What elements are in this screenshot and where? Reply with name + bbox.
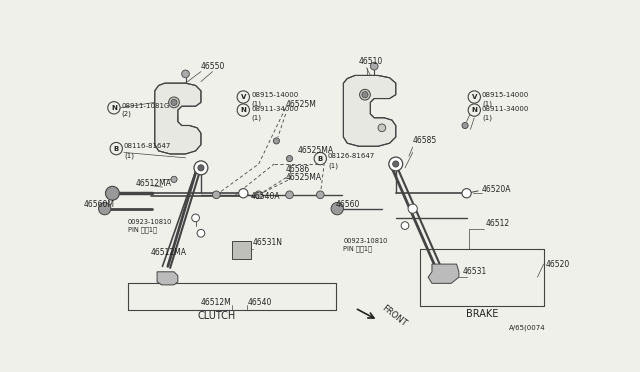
Circle shape xyxy=(462,189,471,198)
Text: 08911-34000: 08911-34000 xyxy=(482,106,529,112)
Text: 46520A: 46520A xyxy=(482,185,511,194)
Text: 46531: 46531 xyxy=(463,267,487,276)
Text: 46560M: 46560M xyxy=(83,200,114,209)
Text: 00923-10810: 00923-10810 xyxy=(344,238,388,244)
Circle shape xyxy=(468,104,481,116)
Polygon shape xyxy=(344,76,396,146)
Circle shape xyxy=(171,99,177,106)
Circle shape xyxy=(171,176,177,183)
Circle shape xyxy=(468,91,481,103)
Circle shape xyxy=(389,157,403,171)
Text: (1): (1) xyxy=(251,115,261,121)
Circle shape xyxy=(192,214,200,222)
Text: PIN ビ（1）: PIN ビ（1） xyxy=(344,246,372,252)
Text: 46525M: 46525M xyxy=(285,100,317,109)
Text: V: V xyxy=(241,94,246,100)
Circle shape xyxy=(362,92,368,98)
Polygon shape xyxy=(157,272,178,285)
Text: N: N xyxy=(472,107,477,113)
Circle shape xyxy=(255,191,262,199)
Text: (1): (1) xyxy=(482,115,492,121)
Circle shape xyxy=(316,191,324,199)
Text: B: B xyxy=(317,155,323,161)
Text: 46585: 46585 xyxy=(413,137,437,145)
Text: N: N xyxy=(241,107,246,113)
Circle shape xyxy=(401,222,409,230)
Circle shape xyxy=(106,186,119,200)
Circle shape xyxy=(194,161,208,175)
Circle shape xyxy=(237,104,250,116)
Circle shape xyxy=(239,189,248,198)
Text: 46512MA: 46512MA xyxy=(136,179,172,188)
Text: 46525MA: 46525MA xyxy=(297,147,333,155)
Text: FRONT: FRONT xyxy=(380,303,408,328)
Text: 46512M: 46512M xyxy=(201,298,232,307)
Text: 08116-81647: 08116-81647 xyxy=(124,143,172,149)
Text: 46510: 46510 xyxy=(359,57,383,66)
Text: 46540: 46540 xyxy=(247,298,271,307)
Circle shape xyxy=(182,70,189,78)
Circle shape xyxy=(314,153,326,165)
Circle shape xyxy=(378,124,386,132)
Text: 46525MA: 46525MA xyxy=(285,173,322,182)
Text: (1): (1) xyxy=(328,162,338,169)
Circle shape xyxy=(287,155,292,162)
Circle shape xyxy=(108,102,120,114)
Circle shape xyxy=(408,204,417,213)
Circle shape xyxy=(110,142,122,155)
Circle shape xyxy=(168,97,179,108)
Text: 08911-1081G: 08911-1081G xyxy=(122,103,170,109)
Text: (1): (1) xyxy=(124,152,134,159)
Text: 08911-34000: 08911-34000 xyxy=(251,106,298,112)
Circle shape xyxy=(462,122,468,129)
Text: 46586: 46586 xyxy=(285,165,310,174)
Text: 46520: 46520 xyxy=(545,260,570,269)
Circle shape xyxy=(237,91,250,103)
Circle shape xyxy=(197,230,205,237)
Circle shape xyxy=(285,191,293,199)
Polygon shape xyxy=(155,83,201,154)
Text: (2): (2) xyxy=(122,111,131,117)
Text: 46540A: 46540A xyxy=(251,192,280,201)
Circle shape xyxy=(393,161,399,167)
Text: 00923-10810: 00923-10810 xyxy=(128,219,172,225)
Text: 46550: 46550 xyxy=(201,62,225,71)
Polygon shape xyxy=(232,241,251,259)
Text: V: V xyxy=(472,94,477,100)
Text: 08915-14000: 08915-14000 xyxy=(482,92,529,98)
Text: 08915-14000: 08915-14000 xyxy=(251,92,298,98)
Circle shape xyxy=(371,62,378,70)
Circle shape xyxy=(212,191,220,199)
Text: B: B xyxy=(114,145,119,152)
Text: 46512: 46512 xyxy=(486,219,510,228)
Text: A/65(0074: A/65(0074 xyxy=(509,325,545,331)
Text: 46512MA: 46512MA xyxy=(151,248,187,257)
Text: 46560: 46560 xyxy=(336,199,360,209)
Circle shape xyxy=(360,89,371,100)
Text: BRAKE: BRAKE xyxy=(466,309,498,319)
Text: (1): (1) xyxy=(251,101,261,107)
Circle shape xyxy=(273,138,280,144)
Text: 08126-81647: 08126-81647 xyxy=(328,153,375,159)
Text: CLUTCH: CLUTCH xyxy=(197,311,236,321)
Circle shape xyxy=(99,202,111,215)
Circle shape xyxy=(198,165,204,171)
Text: 46531N: 46531N xyxy=(253,238,282,247)
Text: PIN ビ（1）: PIN ビ（1） xyxy=(128,226,157,233)
Polygon shape xyxy=(428,264,459,283)
Circle shape xyxy=(331,202,344,215)
Text: N: N xyxy=(111,105,117,111)
Text: (1): (1) xyxy=(482,101,492,107)
